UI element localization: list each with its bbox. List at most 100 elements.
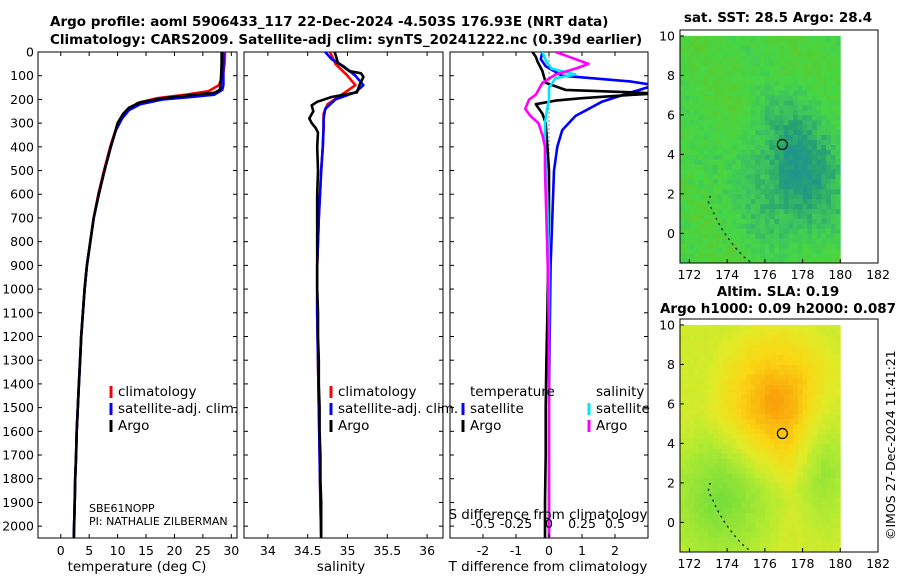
- map-cell: [708, 228, 714, 234]
- map-cell: [802, 129, 808, 136]
- map-cell: [807, 438, 813, 444]
- map-cell: [788, 438, 794, 444]
- map-cell: [746, 119, 752, 126]
- map-cell: [684, 413, 690, 420]
- map-cell: [764, 458, 770, 464]
- map-cell: [694, 547, 700, 553]
- map-cell: [698, 354, 704, 360]
- map-cell: [769, 502, 775, 508]
- map-cell: [760, 389, 766, 395]
- map-cell: [698, 384, 704, 390]
- map-cell: [826, 433, 832, 439]
- map-cell: [821, 359, 827, 365]
- map-cell: [755, 105, 761, 111]
- map-cell: [703, 65, 709, 71]
- map-cell: [783, 95, 789, 101]
- map-cell: [783, 379, 789, 385]
- map-cell: [731, 55, 737, 62]
- map-cell: [802, 90, 808, 96]
- map-cell: [788, 134, 794, 140]
- map-cell: [812, 119, 818, 126]
- map-cell: [755, 60, 761, 66]
- map-cell: [774, 129, 780, 136]
- map-cell: [698, 233, 704, 239]
- map-cell: [779, 174, 785, 180]
- map-cell: [689, 164, 695, 170]
- map-cell: [731, 159, 737, 165]
- map-cell: [764, 537, 770, 543]
- map-cell: [731, 448, 737, 454]
- map-cell: [807, 423, 813, 429]
- map-cell: [760, 80, 766, 86]
- map-cell: [689, 537, 695, 543]
- map-cell: [783, 213, 789, 219]
- map-cell: [750, 124, 756, 131]
- map-cell: [793, 364, 799, 370]
- map-cell: [722, 349, 728, 355]
- map-cell: [774, 517, 780, 523]
- map-cell: [783, 487, 789, 494]
- map-cell: [680, 423, 686, 429]
- map-cell: [731, 114, 737, 121]
- map-cell: [694, 487, 700, 494]
- map-cell: [731, 502, 737, 508]
- map-cell: [741, 105, 747, 111]
- map-cell: [689, 468, 695, 474]
- map-cell: [760, 238, 766, 244]
- map-cell: [812, 463, 818, 469]
- map-cell: [807, 517, 813, 523]
- map-cell: [788, 129, 794, 136]
- y-tick-label: 700: [10, 210, 34, 225]
- map-cell: [816, 233, 822, 239]
- map-cell: [797, 208, 803, 215]
- map-cell: [722, 354, 728, 360]
- map-cell: [760, 403, 766, 410]
- x-tick-label: 180: [828, 556, 852, 571]
- map-cell: [694, 198, 700, 205]
- map-cell: [779, 179, 785, 185]
- map-cell: [708, 85, 714, 91]
- map-cell: [746, 369, 752, 375]
- map-cell: [816, 174, 822, 180]
- map-cell: [746, 159, 752, 165]
- map-cell: [788, 238, 794, 244]
- map-cell: [760, 453, 766, 459]
- map-cell: [717, 134, 723, 140]
- map-cell: [769, 473, 775, 479]
- map-cell: [793, 458, 799, 464]
- map-cell: [750, 369, 756, 375]
- map-cell: [769, 60, 775, 66]
- map-cell: [713, 369, 719, 375]
- map-cell: [750, 80, 756, 86]
- map-cell: [802, 124, 808, 131]
- map-cell: [689, 70, 695, 76]
- map-cell: [788, 124, 794, 131]
- map-cell: [764, 507, 770, 513]
- map-cell: [802, 114, 808, 121]
- map-cell: [755, 329, 761, 336]
- map-cell: [779, 428, 785, 434]
- map-cell: [826, 134, 832, 140]
- map-cell: [779, 374, 785, 380]
- map-cell: [807, 428, 813, 434]
- map-cell: [788, 502, 794, 508]
- map-cell: [717, 243, 723, 249]
- map-cell: [835, 95, 841, 101]
- map-cell: [802, 85, 808, 91]
- map-cell: [835, 532, 841, 538]
- legend-title-salinity: salinity: [596, 384, 644, 400]
- map-cell: [774, 468, 780, 474]
- y-tick-label: 1100: [2, 305, 34, 320]
- map-cell: [774, 324, 780, 331]
- map-cell: [750, 418, 756, 425]
- map-cell: [731, 233, 737, 239]
- map-cell: [826, 233, 832, 239]
- map-cell: [760, 243, 766, 249]
- map-cell: [750, 453, 756, 459]
- map-cell: [797, 473, 803, 479]
- map-cell: [717, 374, 723, 380]
- map-cell: [835, 433, 841, 439]
- map-cell: [769, 119, 775, 126]
- map-cell: [731, 223, 737, 229]
- map-cell: [797, 428, 803, 434]
